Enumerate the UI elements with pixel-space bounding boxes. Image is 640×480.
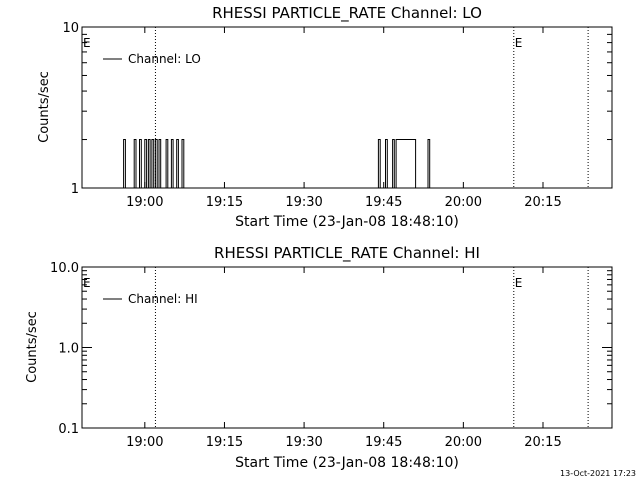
dynamic-marks: 19:00 19:15 19:30 19:45 20:00 20:15 1 10 E E	[62, 21, 612, 210]
x-tick-label: 19:15	[206, 195, 243, 210]
legend-label: Channel: HI	[128, 292, 198, 306]
footer-timestamp: 13-Oct-2021 17:23	[560, 469, 636, 478]
legend-label: Channel: LO	[128, 52, 201, 66]
y-axis-label: Counts/sec	[37, 71, 52, 143]
x-tick-label: 20:00	[445, 195, 482, 210]
x-tick-label: 19:00	[126, 195, 163, 210]
x-tick-label: 19:00	[126, 435, 163, 450]
dynamic-marks: 19:00 19:15 19:30 19:45 20:00 20:15 0.1 1.0 10.0…	[50, 261, 612, 450]
panel-lo: RHESSI PARTICLE_RATE Channel: LO Counts/…	[37, 4, 613, 230]
x-tick-label: 19:30	[285, 195, 322, 210]
y-tick-label: 10	[62, 21, 79, 36]
event-marker-label: E	[83, 276, 91, 290]
x-tick-label: 19:30	[285, 435, 322, 450]
x-tick-label: 19:45	[365, 195, 402, 210]
y-axis-label: Counts/sec	[25, 311, 40, 383]
chart-title: RHESSI PARTICLE_RATE Channel: HI	[214, 244, 480, 263]
panel-hi: RHESSI PARTICLE_RATE Channel: HI Counts/…	[25, 244, 613, 471]
y-tick-label: 0.1	[58, 422, 79, 437]
chart-title: RHESSI PARTICLE_RATE Channel: LO	[212, 4, 482, 23]
x-axis-label: Start Time (23-Jan-08 18:48:10)	[235, 455, 459, 471]
x-axis-label: Start Time (23-Jan-08 18:48:10)	[235, 214, 459, 230]
event-marker-label: E	[83, 36, 91, 50]
event-marker-label: E	[515, 276, 523, 290]
y-tick-label: 1.0	[58, 342, 79, 357]
x-tick-label: 19:45	[365, 435, 402, 450]
x-tick-label: 20:15	[524, 195, 561, 210]
event-marker-label: E	[515, 36, 523, 50]
data-series-line	[123, 139, 431, 189]
x-tick-label: 20:00	[445, 435, 482, 450]
x-tick-label: 20:15	[524, 435, 561, 450]
y-tick-label: 1	[71, 182, 79, 197]
y-tick-label: 10.0	[50, 261, 79, 276]
x-tick-label: 19:15	[206, 435, 243, 450]
